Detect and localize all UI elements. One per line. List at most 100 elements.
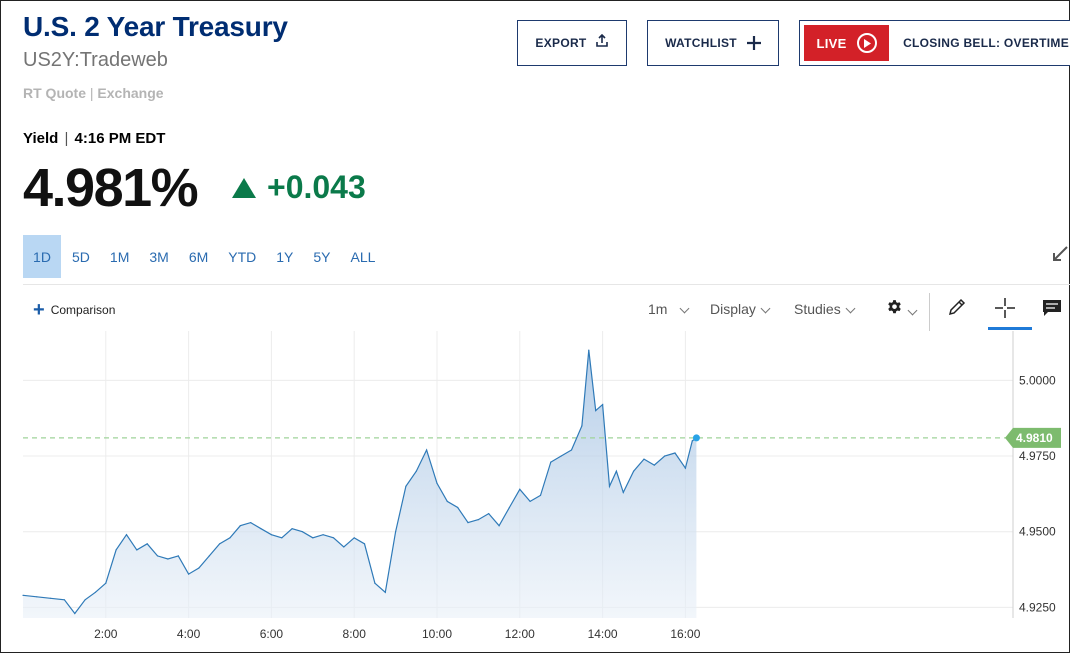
export-button[interactable]: EXPORT	[517, 20, 627, 66]
data-point	[301, 531, 303, 533]
y-tick-label: 4.9250	[1019, 600, 1056, 614]
range-6m[interactable]: 6M	[188, 248, 209, 265]
interval-dropdown[interactable]: 1m	[648, 301, 690, 317]
live-stream-button[interactable]: LIVE CLOSING BELL: OVERTIME	[799, 20, 1070, 66]
data-point	[22, 594, 24, 596]
range-1y[interactable]: 1Y	[276, 248, 294, 265]
range-ytd[interactable]: YTD	[228, 248, 257, 265]
data-point	[581, 425, 583, 427]
data-point	[602, 404, 604, 406]
area-fill	[23, 350, 697, 618]
data-point	[353, 537, 355, 539]
data-point	[446, 500, 448, 502]
data-point	[488, 513, 490, 515]
data-point	[498, 525, 500, 527]
export-label: EXPORT	[535, 36, 587, 50]
expand-icon[interactable]	[1051, 245, 1069, 268]
quote-type: RT Quote	[23, 85, 86, 101]
data-point	[105, 582, 107, 584]
data-point	[674, 452, 676, 454]
data-point	[136, 549, 138, 551]
toolbar-separator	[929, 293, 930, 331]
data-point	[281, 537, 283, 539]
series-line	[22, 350, 697, 615]
instrument-title: U.S. 2 Year Treasury	[23, 11, 288, 42]
data-point	[457, 506, 459, 509]
range-5y[interactable]: 5Y	[313, 248, 331, 265]
data-point	[477, 519, 479, 521]
range-1d[interactable]: 1D	[23, 235, 61, 278]
data-point	[570, 449, 573, 451]
quote-separator: |	[89, 85, 94, 101]
settings-dropdown[interactable]	[886, 299, 918, 319]
data-point	[156, 555, 159, 557]
range-all[interactable]: ALL	[350, 248, 376, 265]
last-price-tag	[1005, 427, 1061, 448]
data-point	[239, 525, 241, 527]
range-5d[interactable]: 5D	[72, 248, 90, 265]
change-value: +0.043	[267, 169, 366, 205]
data-point	[374, 582, 376, 584]
pencil-icon[interactable]	[947, 297, 967, 320]
interval-label: 1m	[648, 301, 668, 317]
x-tick-label: 10:00	[422, 627, 452, 641]
range-1m[interactable]: 1M	[109, 248, 130, 265]
live-show-title: CLOSING BELL: OVERTIME	[903, 36, 1069, 50]
last-price: 4.981%	[23, 158, 199, 218]
x-tick-label: 16:00	[670, 627, 700, 641]
up-arrow-icon	[232, 177, 256, 198]
data-point	[94, 591, 96, 593]
gear-icon	[886, 300, 907, 319]
studies-dropdown[interactable]: Studies	[794, 301, 856, 317]
data-point	[260, 528, 262, 530]
range-selector: 1D 5D 1M 3M 6M YTD 1Y 5Y ALL	[23, 235, 384, 278]
data-point	[177, 555, 179, 557]
data-point	[608, 485, 611, 487]
crosshair-icon[interactable]	[995, 298, 1015, 321]
data-point	[188, 573, 190, 575]
data-point	[691, 440, 693, 442]
data-point	[291, 528, 293, 530]
data-point	[115, 549, 117, 551]
y-tick-label: 4.9500	[1019, 525, 1056, 539]
data-point	[508, 506, 510, 509]
yield-timestamp: Yield | 4:16 PM EDT	[23, 130, 165, 147]
x-tick-label: 8:00	[343, 627, 367, 641]
data-point	[250, 522, 252, 524]
data-point	[63, 599, 65, 601]
data-point	[550, 461, 552, 463]
data-point	[405, 485, 407, 487]
display-dropdown[interactable]: Display	[710, 301, 771, 317]
data-point	[467, 522, 469, 524]
active-tool-indicator	[988, 327, 1032, 330]
watchlist-label: WATCHLIST	[665, 36, 737, 50]
quote-time: 4:16 PM EDT	[74, 130, 166, 147]
data-point	[436, 482, 438, 484]
data-point	[595, 410, 597, 412]
data-point	[229, 537, 231, 539]
watchlist-button[interactable]: WATCHLIST	[647, 20, 779, 66]
x-tick-label: 4:00	[177, 627, 201, 641]
data-point	[270, 534, 272, 536]
data-point	[395, 531, 397, 533]
range-3m[interactable]: 3M	[149, 248, 169, 265]
last-point-marker	[692, 434, 700, 442]
data-point	[519, 488, 521, 490]
data-point	[384, 591, 386, 593]
comment-icon[interactable]	[1042, 299, 1062, 320]
data-point	[633, 470, 635, 472]
data-point	[560, 455, 562, 457]
data-point	[588, 349, 590, 351]
comparison-button[interactable]: + Comparison	[33, 300, 115, 320]
x-tick-label: 2:00	[94, 627, 118, 641]
yield-chart[interactable]: 2:00 4:00 6:00 8:00 10:00 12:00 14:00 16:00 4.92…	[1, 331, 1070, 653]
price-change: +0.043	[232, 169, 366, 206]
studies-label: Studies	[794, 301, 841, 317]
x-tick-label: 6:00	[260, 627, 284, 641]
chevron-down-icon	[680, 303, 690, 314]
data-point	[312, 537, 314, 539]
data-point	[208, 555, 210, 557]
data-point	[198, 567, 200, 569]
data-point	[50, 597, 52, 599]
plus-icon	[746, 30, 761, 56]
